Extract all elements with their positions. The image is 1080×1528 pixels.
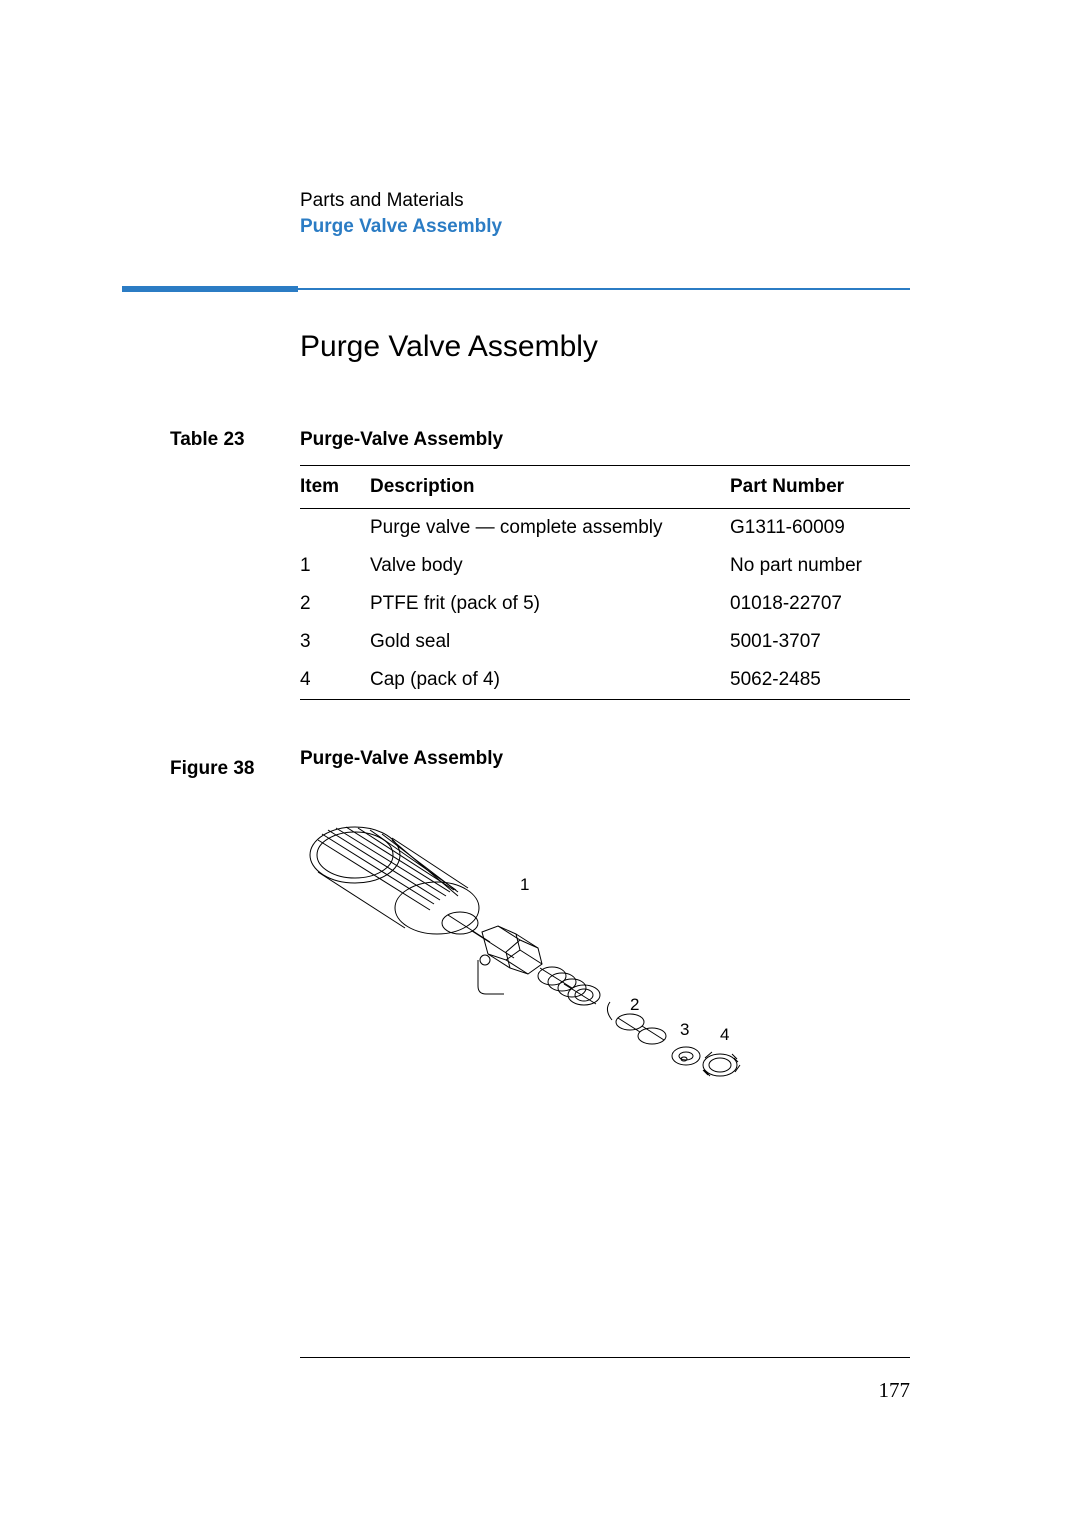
figure-label: Figure 38: [170, 748, 300, 780]
cell-item: 4: [300, 669, 370, 691]
cell-desc: Purge valve — complete assembly: [370, 517, 730, 539]
col-header-desc: Description: [370, 476, 730, 498]
footer-rule: [300, 1357, 910, 1359]
purge-valve-diagram: 1 2 3 4: [300, 800, 760, 1120]
cell-part: No part number: [730, 555, 910, 577]
diagram-callout: 1: [520, 875, 529, 895]
diagram-callout: 3: [680, 1020, 689, 1040]
cell-desc: PTFE frit (pack of 5): [370, 593, 730, 615]
cell-item: 3: [300, 631, 370, 653]
page-number: 177: [879, 1378, 911, 1403]
cell-part: 5001-3707: [730, 631, 910, 653]
cell-part: 01018-22707: [730, 593, 910, 615]
table-block: Table 23 Purge-Valve Assembly Item Descr…: [170, 419, 910, 700]
table-row: 2 PTFE frit (pack of 5) 01018-22707: [300, 585, 910, 623]
diagram-callout: 2: [630, 995, 639, 1015]
chapter-name: Parts and Materials: [300, 190, 910, 212]
page-header: Parts and Materials Purge Valve Assembly: [300, 190, 910, 238]
diagram-callout: 4: [720, 1025, 729, 1045]
cell-item: 1: [300, 555, 370, 577]
accent-horizontal-rule: [122, 288, 910, 290]
cell-desc: Gold seal: [370, 631, 730, 653]
table-row: 3 Gold seal 5001-3707: [300, 623, 910, 661]
table-row: 4 Cap (pack of 4) 5062-2485: [300, 661, 910, 699]
figure-block: Figure 38 Purge-Valve Assembly: [170, 748, 910, 1120]
cell-item: [300, 517, 370, 539]
table-label: Table 23: [170, 419, 300, 451]
cell-part: 5062-2485: [730, 669, 910, 691]
table-row: 1 Valve body No part number: [300, 547, 910, 585]
section-name: Purge Valve Assembly: [300, 216, 910, 238]
table-caption: Purge-Valve Assembly: [300, 419, 910, 465]
figure-caption: Purge-Valve Assembly: [300, 748, 910, 770]
table-row: Purge valve — complete assembly G1311-60…: [300, 509, 910, 547]
cell-desc: Cap (pack of 4): [370, 669, 730, 691]
cell-desc: Valve body: [370, 555, 730, 577]
cell-part: G1311-60009: [730, 517, 910, 539]
page-title: Purge Valve Assembly: [300, 330, 910, 364]
col-header-item: Item: [300, 476, 370, 498]
col-header-part: Part Number: [730, 476, 910, 498]
valve-exploded-view-icon: [300, 800, 760, 1120]
cell-item: 2: [300, 593, 370, 615]
table-header-row: Item Description Part Number: [300, 466, 910, 509]
parts-table: Item Description Part Number Purge valve…: [300, 465, 910, 700]
